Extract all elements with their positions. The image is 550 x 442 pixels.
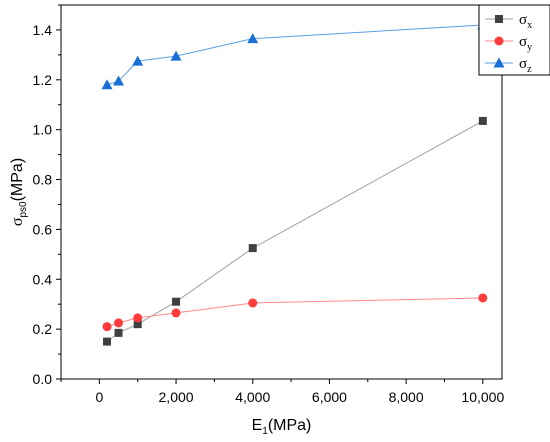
series-layer <box>101 19 489 346</box>
data-point <box>113 75 125 86</box>
y-tick-label: 1.2 <box>33 72 53 88</box>
data-point <box>103 337 112 346</box>
legend-marker <box>493 57 505 68</box>
y-tick-label: 1.4 <box>33 22 53 38</box>
data-point <box>101 79 113 90</box>
data-point <box>133 320 142 329</box>
data-point <box>102 322 112 332</box>
data-point <box>133 313 143 323</box>
x-tick-label: 6,000 <box>312 389 347 405</box>
legend-item-x: σx <box>485 12 532 31</box>
legend-label: σy <box>519 34 532 53</box>
y-tick-label: 0.6 <box>33 221 53 237</box>
legend: σx σy σz <box>478 4 550 76</box>
data-point <box>478 116 487 125</box>
data-point <box>114 328 123 337</box>
y-tick-label: 1.0 <box>33 122 53 138</box>
data-point <box>172 297 181 306</box>
legend-marker <box>495 15 503 23</box>
data-point <box>171 308 181 318</box>
x-tick-label: 8,000 <box>389 389 424 405</box>
data-point <box>478 293 488 303</box>
data-point <box>248 298 258 308</box>
x-axis-title: E1(MPa) <box>252 417 312 437</box>
series-line <box>106 297 483 328</box>
series-line <box>106 24 483 86</box>
y-tick-label: 0.8 <box>33 172 53 188</box>
data-point <box>248 244 257 253</box>
y-axis-title: σps0(MPa) <box>9 158 29 226</box>
x-tick-label: 2,000 <box>159 389 194 405</box>
y-tick-label: 0.0 <box>33 371 53 387</box>
axis-titles: E1(MPa) σps0(MPa) <box>9 158 311 437</box>
y-axis: 0.0 0.2 0.4 0.6 0.8 1.0 1.2 1.4 <box>33 4 61 387</box>
x-tick-label: 10,000 <box>461 389 504 405</box>
data-point <box>170 50 182 61</box>
legend-box <box>478 4 550 76</box>
series-z <box>101 19 489 90</box>
legend-label: σx <box>519 12 532 31</box>
legend-item-y: σy <box>485 34 532 53</box>
data-point <box>132 55 144 66</box>
x-tick-label: 0 <box>95 389 103 405</box>
plot-area <box>60 4 503 380</box>
x-axis: 0 2,000 4,000 6,000 8,000 10,000 <box>60 379 504 405</box>
series-line <box>106 120 484 342</box>
plot-border <box>60 4 503 380</box>
legend-item-z: σz <box>485 56 532 75</box>
legend-label: σz <box>519 56 532 75</box>
series-y <box>102 293 488 332</box>
y-tick-label: 0.4 <box>33 271 53 287</box>
x-tick-label: 4,000 <box>235 389 270 405</box>
data-point <box>247 33 259 44</box>
data-point <box>114 318 124 328</box>
y-tick-label: 0.2 <box>33 321 53 337</box>
series-x <box>103 116 487 346</box>
legend-marker <box>494 36 504 46</box>
